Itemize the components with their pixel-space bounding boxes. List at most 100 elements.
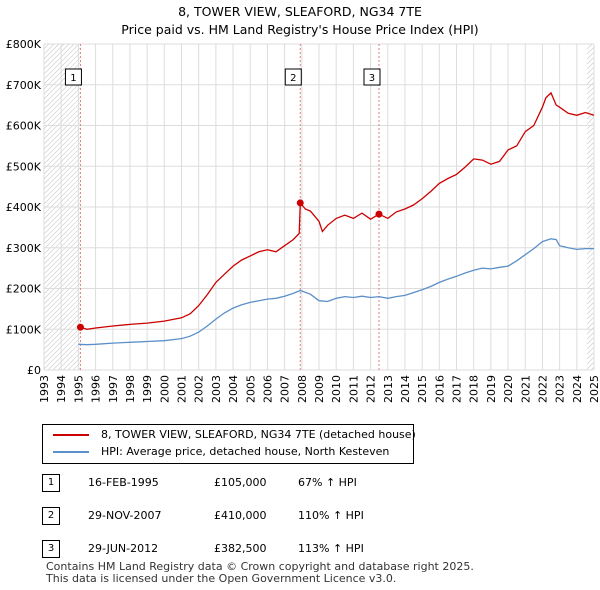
x-tick-label: 2018 [468,375,481,403]
y-tick-label: £600K [6,120,42,133]
x-tick-label: 1995 [72,375,85,403]
y-tick-label: £0 [27,364,41,377]
hpi-swatch [53,451,89,453]
hatch-stroke [43,267,81,305]
x-tick-label: 1998 [124,375,137,403]
sale-number: 1 [42,474,60,492]
hatch-stroke [43,152,81,190]
hatch-stroke [586,91,595,100]
hatch-stroke [43,257,81,295]
hatch-stroke [586,61,595,70]
hatch-stroke [586,351,595,360]
hatch-stroke [43,43,60,60]
hatch-stroke [43,47,81,85]
x-tick-label: 2007 [279,375,292,403]
x-tick-label: 2014 [399,375,412,403]
hatch-stroke [586,151,595,160]
hatch-stroke [586,181,595,190]
sale-label-number: 1 [70,73,76,84]
x-tick-label: 2015 [416,375,429,403]
hatch-stroke [586,206,595,215]
y-tick-label: £300K [6,242,42,255]
hatch-stroke [586,156,595,165]
sale-number: 2 [42,507,60,525]
property-swatch [53,434,89,436]
hatch-stroke [43,172,81,210]
hatch-stroke [586,341,595,350]
hatch-stroke [586,131,595,140]
sale-labels: 1 2 3 [64,68,381,86]
hatch-stroke [586,211,595,220]
hatch-stroke [43,82,81,120]
hatch-stroke [586,251,595,260]
hatch-stroke [43,102,81,140]
hatch-stroke [586,336,595,345]
sale-point [375,210,383,218]
hatch-stroke [43,97,81,135]
footer-licence: This data is licensed under the Open Gov… [46,572,397,585]
hatch-stroke [43,322,81,360]
hatch-stroke [586,216,595,225]
sale-price: £382,500 [214,542,267,555]
hatch-stroke [586,186,595,195]
hatch-stroke [43,57,81,95]
hatch-stroke [72,362,81,371]
hatch-stroke [586,146,595,155]
hatch-stroke [43,247,81,285]
grid-lines [43,43,595,371]
x-tick-label: 2000 [158,375,171,403]
hatch-stroke [586,306,595,315]
hatch-stroke [586,176,595,185]
hatch-stroke [43,237,81,275]
hatch-stroke [586,321,595,330]
sale-points [76,199,383,331]
hatch-stroke [43,157,81,195]
hatch-stroke [43,92,81,130]
hatch-stroke [586,86,595,95]
x-tick-label: 1997 [107,375,120,403]
hpi-series-line [78,238,594,346]
hatch-stroke [586,221,595,230]
hatch-stroke [586,266,595,275]
x-tick-label: 2001 [176,375,189,403]
y-axis-ticks: £0 £100K £200K £300K £400K £500K £600K £700K £80… [6,38,42,377]
hatch-stroke [43,217,81,255]
table-row: 2 29-NOV-2007 £410,000 110% ↑ HPI [0,503,600,525]
hatch-stroke [43,222,81,260]
hatch-stroke [43,52,81,90]
x-tick-label: 2022 [536,375,549,403]
hatch-stroke [586,111,595,120]
hatch-stroke [586,356,595,365]
hatch-stroke [586,81,595,90]
hatch-stroke [586,76,595,85]
legend: 8, TOWER VIEW, SLEAFORD, NG34 7TE (detac… [42,424,416,464]
sale-date: 29-JUN-2012 [88,542,159,555]
hatch-stroke [43,207,81,245]
hatch-stroke [43,122,81,160]
sale-label-number: 3 [369,73,375,84]
hatch-stroke [43,327,81,365]
hatch-stroke [57,347,81,371]
x-tick-label: 2010 [330,375,343,403]
hatch-stroke [43,117,81,155]
hatch-stroke [43,232,81,270]
hatch-stroke [43,142,81,180]
x-tick-label: 2004 [227,375,240,403]
y-tick-label: £200K [6,283,42,296]
x-tick-label: 2003 [210,375,223,403]
sale-label-box [284,68,302,86]
y-tick-label: £500K [6,160,42,173]
hatch-stroke [586,166,595,175]
hatch-stroke [43,182,81,220]
hatch-stroke [586,331,595,340]
legend-hpi-label: HPI: Average price, detached house, Nort… [101,445,390,458]
x-tick-label: 2008 [296,375,309,403]
x-tick-label: 2006 [261,375,274,403]
hatch-stroke [586,256,595,265]
hatch-stroke [43,43,65,65]
sale-hpi-change: 67% ↑ HPI [298,476,357,489]
sale-hpi-change: 110% ↑ HPI [298,509,364,522]
hatch-stroke [586,301,595,310]
hatch-stroke [43,197,81,235]
sale-price: £410,000 [214,509,267,522]
